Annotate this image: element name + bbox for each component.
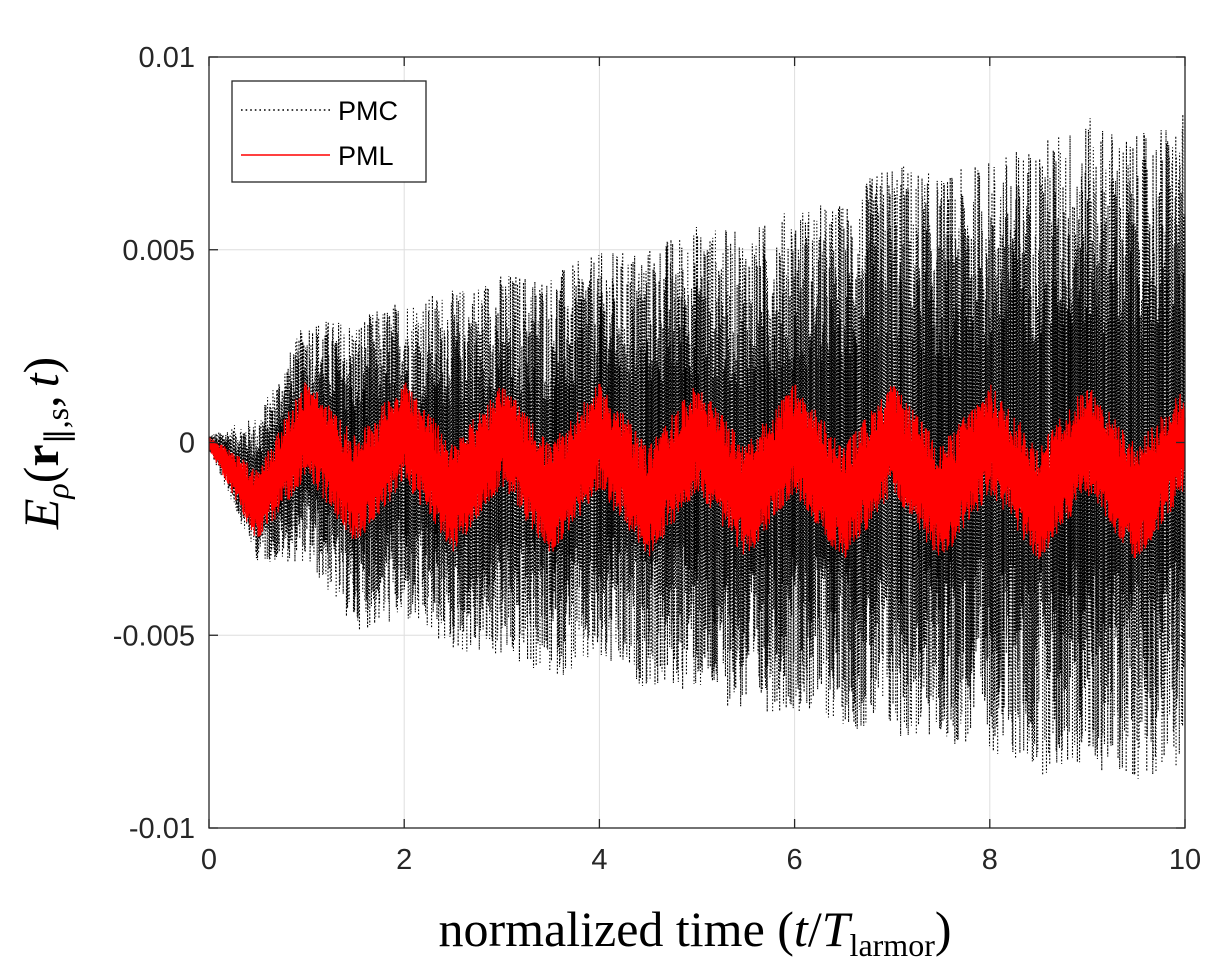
y-tick-label-0: -0.01 bbox=[129, 813, 195, 845]
x-tick-label-0: 0 bbox=[201, 844, 217, 876]
legend-box bbox=[231, 80, 427, 183]
legend-pmc-label: PMC bbox=[338, 96, 398, 126]
axis-ticks bbox=[208, 56, 1186, 829]
x-tick-label-4: 8 bbox=[982, 844, 998, 876]
x-tick-label-1: 2 bbox=[396, 844, 412, 876]
y-tick-labels: -0.01 -0.005 0 0.005 0.01 bbox=[113, 42, 195, 845]
y-tick-label-2: 0 bbox=[179, 428, 195, 460]
y-tick-label-4: 0.01 bbox=[139, 42, 195, 74]
plot-series bbox=[208, 114, 1186, 779]
y-tick-label-3: 0.005 bbox=[122, 235, 195, 267]
series-line-pmc bbox=[208, 114, 1186, 779]
x-tick-labels: 0 2 4 6 8 10 bbox=[201, 844, 1201, 876]
x-tick-label-5: 10 bbox=[1169, 844, 1201, 876]
x-tick-label-2: 4 bbox=[591, 844, 607, 876]
legend: PMC PML bbox=[231, 80, 427, 183]
y-axis-label: Eρ(r∥,s,t) bbox=[13, 357, 75, 530]
y-tick-label-1: -0.005 bbox=[113, 620, 195, 652]
x-axis-label: normalized time (t/Tlarmor) bbox=[439, 901, 952, 963]
legend-pml-label: PML bbox=[338, 141, 394, 171]
x-tick-label-3: 6 bbox=[787, 844, 803, 876]
series-line-pml bbox=[208, 382, 1186, 560]
